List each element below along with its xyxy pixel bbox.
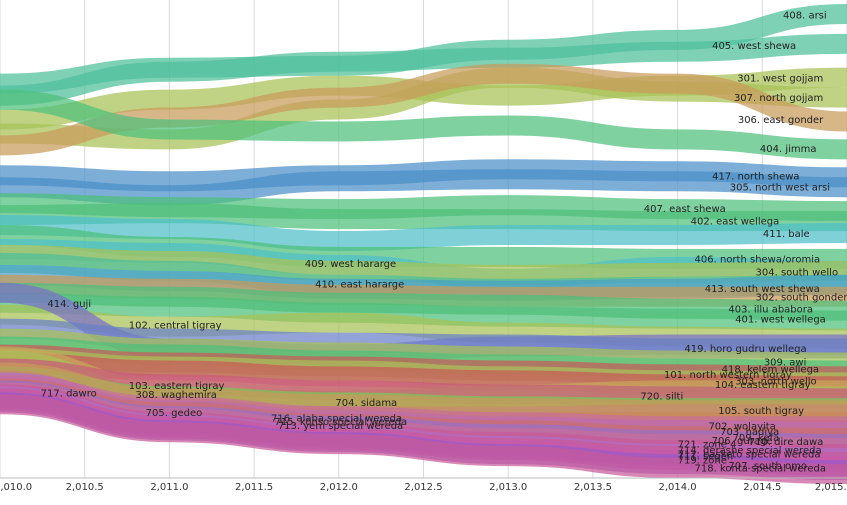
series-label: 407. east shewa	[644, 204, 726, 215]
series-label: 705. gedeo	[146, 408, 203, 419]
series-label: 418. kelem wellega	[722, 364, 819, 375]
series-band	[0, 203, 847, 232]
series-label: 309. awi	[764, 358, 807, 369]
series-band	[0, 215, 847, 251]
series-label: 401. west wellega	[735, 315, 826, 326]
series-label: 102. central tigray	[129, 320, 222, 331]
series-label: 710. dire dawa	[749, 437, 824, 448]
x-tick-label: 2,012.5	[404, 482, 442, 493]
series-label: 703. hadiya	[720, 427, 779, 438]
series-label: 404. jimma	[760, 144, 817, 155]
series-label: 306. east gonder	[738, 115, 824, 126]
series-label: 702. wolayita	[708, 422, 775, 433]
series-label: 712. basketo special wereda	[678, 450, 821, 461]
series-label: 716. alaba special wereda	[271, 414, 402, 425]
x-tick-label: 2,010.0	[0, 482, 32, 493]
series-label: 305. north west arsi	[730, 183, 830, 194]
series-label: 411. bale	[763, 229, 810, 240]
x-tick-label: 2,013.5	[574, 482, 612, 493]
series-label: 409. west hararge	[305, 259, 396, 270]
x-tick-label: 2,010.5	[66, 482, 104, 493]
series-band	[0, 394, 847, 485]
series-label: 707. south omo	[728, 461, 807, 472]
x-tick-label: 2,014.0	[659, 482, 697, 493]
series-label: 711. segen	[678, 452, 734, 463]
series-label: 417. north shewa	[712, 172, 799, 183]
series-label: 402. east wellega	[691, 217, 780, 228]
x-tick-label: 2,012.0	[320, 482, 358, 493]
series-label: 706. gurage	[712, 436, 773, 447]
series-label: 713. yem special wereda	[278, 421, 403, 432]
series-label: 304. south wello	[756, 267, 839, 278]
series-label: 709. kefa	[733, 433, 780, 444]
series-label: 302. south gonder	[756, 292, 847, 303]
band-labels: 408. arsi 405. west shewa 301. west gojjam…	[41, 10, 847, 474]
x-tick-label: 2,011.5	[235, 482, 273, 493]
series-label: 714. derashe special wereda	[678, 446, 822, 457]
series-label: 721. zone 4	[678, 440, 737, 451]
x-axis: 2,010.0 2,010.5 2,011.0 2,011.5 2,012.0 2,012…	[0, 477, 847, 493]
series-label: 405. west shewa	[712, 41, 796, 52]
series-label: 717. dawro	[41, 388, 97, 399]
series-label: 406. north shewa/oromia	[695, 254, 821, 265]
series-band	[0, 89, 847, 160]
x-tick-label: 2,011.0	[150, 482, 188, 493]
series-label: 105. south tigray	[718, 406, 804, 417]
series-label: 704. sidama	[335, 398, 397, 409]
series-label: 414. guji	[47, 299, 91, 310]
x-tick-label: 2,015.0	[815, 482, 847, 493]
series-band	[0, 33, 847, 106]
series-label: 408. arsi	[783, 10, 827, 21]
series-label: 719. zone	[678, 456, 727, 467]
x-tick-label: 2,013.0	[489, 482, 527, 493]
series-band	[0, 358, 847, 409]
x-tick-label: 2,014.5	[743, 482, 781, 493]
series-label: 101. north western tigray	[664, 370, 792, 381]
series-label: 419. horo gudru wellega	[684, 344, 806, 355]
series-label: 307. north gojjam	[734, 93, 823, 104]
series-label: 308. waghemira	[136, 390, 217, 401]
series-label: 720. silti	[640, 392, 683, 403]
series-label: 715. konso special wereda	[274, 417, 407, 428]
series-label: 718. konta special wereda	[695, 464, 826, 475]
series-label: 410. east hararge	[315, 280, 404, 291]
series-label: 403. illu ababora	[728, 305, 813, 316]
series-band	[0, 292, 847, 331]
bands	[0, 3, 847, 485]
series-label: 301. west gojjam	[737, 74, 823, 85]
series-label: 303. north wello	[735, 376, 816, 387]
series-label: 104. eastern tigray	[715, 380, 811, 391]
series-band	[0, 169, 847, 206]
series-label: 103. eastern tigray	[129, 381, 225, 392]
series-label: 413. south west shewa	[705, 284, 820, 295]
